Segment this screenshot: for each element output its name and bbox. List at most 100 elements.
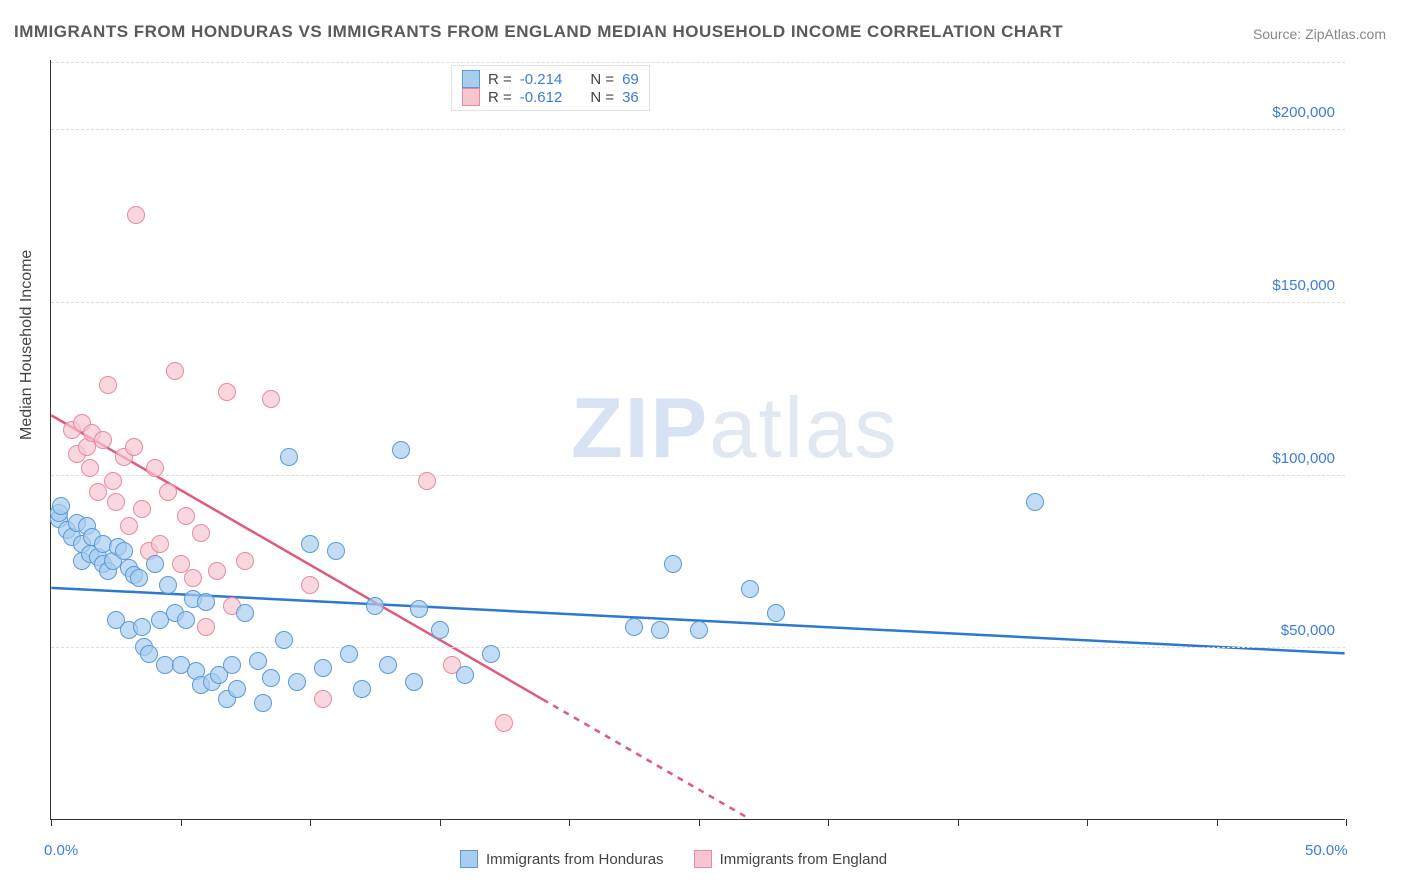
x-tick bbox=[181, 819, 182, 826]
data-point[interactable] bbox=[690, 621, 708, 639]
data-point[interactable] bbox=[353, 680, 371, 698]
data-point[interactable] bbox=[651, 621, 669, 639]
x-tick-label: 0.0% bbox=[44, 842, 78, 859]
data-point[interactable] bbox=[236, 552, 254, 570]
data-point[interactable] bbox=[301, 576, 319, 594]
y-tick-label: $200,000 bbox=[1272, 104, 1335, 121]
legend-label: Immigrants from Honduras bbox=[486, 851, 664, 868]
y-tick-label: $150,000 bbox=[1272, 277, 1335, 294]
data-point[interactable] bbox=[81, 459, 99, 477]
data-point[interactable] bbox=[1026, 493, 1044, 511]
data-point[interactable] bbox=[236, 604, 254, 622]
data-point[interactable] bbox=[94, 431, 112, 449]
y-tick-label: $50,000 bbox=[1281, 622, 1335, 639]
data-point[interactable] bbox=[130, 569, 148, 587]
stat-r: -0.612 bbox=[520, 89, 563, 106]
data-point[interactable] bbox=[133, 618, 151, 636]
stat-r: -0.214 bbox=[520, 71, 563, 88]
data-point[interactable] bbox=[327, 542, 345, 560]
data-point[interactable] bbox=[120, 517, 138, 535]
data-point[interactable] bbox=[379, 656, 397, 674]
data-point[interactable] bbox=[262, 669, 280, 687]
data-point[interactable] bbox=[159, 483, 177, 501]
data-point[interactable] bbox=[288, 673, 306, 691]
data-point[interactable] bbox=[314, 659, 332, 677]
legend-swatch bbox=[462, 88, 480, 106]
data-point[interactable] bbox=[125, 438, 143, 456]
data-point[interactable] bbox=[767, 604, 785, 622]
data-point[interactable] bbox=[151, 535, 169, 553]
chart-container: IMMIGRANTS FROM HONDURAS VS IMMIGRANTS F… bbox=[0, 0, 1406, 892]
data-point[interactable] bbox=[52, 497, 70, 515]
data-point[interactable] bbox=[89, 483, 107, 501]
legend-swatch bbox=[462, 70, 480, 88]
data-point[interactable] bbox=[301, 535, 319, 553]
legend-stats: R = -0.214N = 69R = -0.612N = 36 bbox=[451, 65, 650, 111]
legend-item[interactable]: Immigrants from Honduras bbox=[460, 850, 664, 868]
data-point[interactable] bbox=[159, 576, 177, 594]
data-point[interactable] bbox=[197, 593, 215, 611]
legend-stat-row: R = -0.612N = 36 bbox=[462, 88, 639, 106]
data-point[interactable] bbox=[104, 472, 122, 490]
data-point[interactable] bbox=[184, 569, 202, 587]
data-point[interactable] bbox=[99, 376, 117, 394]
data-point[interactable] bbox=[133, 500, 151, 518]
data-point[interactable] bbox=[405, 673, 423, 691]
data-point[interactable] bbox=[115, 542, 133, 560]
data-point[interactable] bbox=[431, 621, 449, 639]
data-point[interactable] bbox=[192, 524, 210, 542]
data-point[interactable] bbox=[127, 206, 145, 224]
data-point[interactable] bbox=[146, 459, 164, 477]
data-point[interactable] bbox=[456, 666, 474, 684]
gridline bbox=[51, 302, 1345, 303]
data-point[interactable] bbox=[280, 448, 298, 466]
data-point[interactable] bbox=[177, 507, 195, 525]
source-label: Source: ZipAtlas.com bbox=[1253, 26, 1386, 42]
legend-series: Immigrants from Honduras Immigrants from … bbox=[460, 850, 887, 868]
data-point[interactable] bbox=[107, 493, 125, 511]
data-point[interactable] bbox=[482, 645, 500, 663]
data-point[interactable] bbox=[625, 618, 643, 636]
x-tick bbox=[310, 819, 311, 826]
stat-n: 36 bbox=[622, 89, 639, 106]
data-point[interactable] bbox=[410, 600, 428, 618]
x-tick bbox=[828, 819, 829, 826]
data-point[interactable] bbox=[366, 597, 384, 615]
data-point[interactable] bbox=[146, 555, 164, 573]
data-point[interactable] bbox=[741, 580, 759, 598]
data-point[interactable] bbox=[392, 441, 410, 459]
data-point[interactable] bbox=[208, 562, 226, 580]
data-point[interactable] bbox=[228, 680, 246, 698]
plot-area: ZIPatlas R = -0.214N = 69R = -0.612N = 3… bbox=[50, 60, 1345, 820]
data-point[interactable] bbox=[340, 645, 358, 663]
data-point[interactable] bbox=[418, 472, 436, 490]
legend-swatch bbox=[460, 850, 478, 868]
data-point[interactable] bbox=[314, 690, 332, 708]
data-point[interactable] bbox=[223, 656, 241, 674]
trend-lines bbox=[51, 60, 1345, 819]
x-tick bbox=[440, 819, 441, 826]
data-point[interactable] bbox=[254, 694, 272, 712]
x-tick bbox=[1087, 819, 1088, 826]
x-tick bbox=[51, 819, 52, 826]
legend-label: Immigrants from England bbox=[720, 851, 888, 868]
y-axis-label: Median Household Income bbox=[18, 250, 36, 440]
data-point[interactable] bbox=[177, 611, 195, 629]
data-point[interactable] bbox=[166, 362, 184, 380]
legend-item[interactable]: Immigrants from England bbox=[694, 850, 888, 868]
legend-stat-row: R = -0.214N = 69 bbox=[462, 70, 639, 88]
data-point[interactable] bbox=[664, 555, 682, 573]
gridline bbox=[51, 475, 1345, 476]
data-point[interactable] bbox=[197, 618, 215, 636]
watermark: ZIPatlas bbox=[571, 380, 899, 478]
source-link[interactable]: ZipAtlas.com bbox=[1305, 26, 1386, 42]
x-tick bbox=[569, 819, 570, 826]
data-point[interactable] bbox=[249, 652, 267, 670]
data-point[interactable] bbox=[262, 390, 280, 408]
gridline bbox=[51, 129, 1345, 130]
legend-swatch bbox=[694, 850, 712, 868]
data-point[interactable] bbox=[495, 714, 513, 732]
data-point[interactable] bbox=[275, 631, 293, 649]
data-point[interactable] bbox=[218, 383, 236, 401]
x-tick bbox=[699, 819, 700, 826]
